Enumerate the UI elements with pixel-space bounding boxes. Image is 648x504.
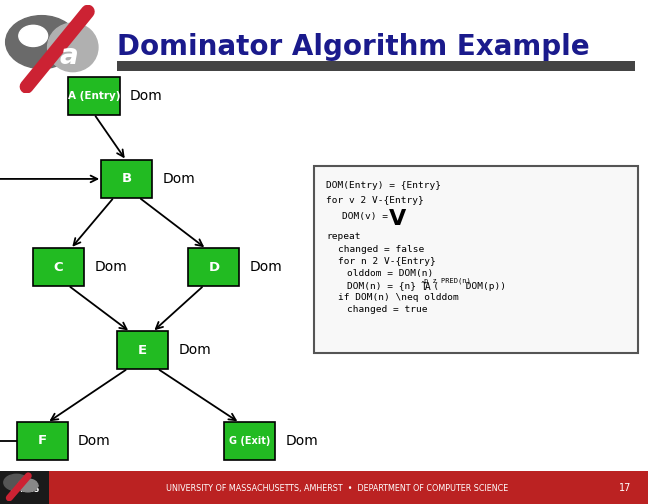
Text: A (Entry): A (Entry) xyxy=(67,91,121,101)
FancyArrowPatch shape xyxy=(9,476,29,498)
Text: DOM(p)): DOM(p)) xyxy=(460,282,506,291)
FancyBboxPatch shape xyxy=(32,248,84,286)
Text: G (Exit): G (Exit) xyxy=(229,436,270,446)
Text: Dom: Dom xyxy=(250,260,283,274)
Text: F: F xyxy=(38,434,47,448)
Text: for v 2 V-{Entry}: for v 2 V-{Entry} xyxy=(326,196,424,205)
Text: repeat: repeat xyxy=(326,232,360,241)
FancyBboxPatch shape xyxy=(189,248,240,286)
Text: changed = true: changed = true xyxy=(347,305,427,314)
Text: Dominator Algorithm Example: Dominator Algorithm Example xyxy=(117,33,590,61)
Text: olddom = DOM(n): olddom = DOM(n) xyxy=(347,269,433,278)
Text: UNIVERSITY OF MASSACHUSETTS, AMHERST  •  DEPARTMENT OF COMPUTER SCIENCE: UNIVERSITY OF MASSACHUSETTS, AMHERST • D… xyxy=(166,484,508,493)
Text: if DOM(n) \neq olddom: if DOM(n) \neq olddom xyxy=(338,293,458,302)
Text: E: E xyxy=(138,344,147,357)
FancyBboxPatch shape xyxy=(314,166,638,353)
Text: Dom: Dom xyxy=(178,343,211,357)
Text: Dom: Dom xyxy=(78,434,111,448)
Text: DOM(n) = {n} [ (: DOM(n) = {n} [ ( xyxy=(347,281,439,290)
Text: Dom: Dom xyxy=(162,172,195,186)
Text: V: V xyxy=(389,210,406,229)
Text: Dom: Dom xyxy=(130,89,163,103)
Circle shape xyxy=(6,16,78,69)
Text: UMASS: UMASS xyxy=(9,485,39,494)
Text: DOM(Entry) = {Entry}: DOM(Entry) = {Entry} xyxy=(326,181,441,191)
Text: ̂A: ̂A xyxy=(420,282,432,292)
Text: changed = false: changed = false xyxy=(338,245,424,254)
FancyBboxPatch shape xyxy=(17,422,68,460)
Text: B: B xyxy=(121,172,132,185)
Text: D: D xyxy=(208,261,220,274)
Circle shape xyxy=(4,474,29,491)
Bar xyxy=(0,471,648,504)
Text: a: a xyxy=(60,42,78,70)
Circle shape xyxy=(19,25,47,46)
FancyBboxPatch shape xyxy=(68,77,119,115)
Text: for n 2 V-{Entry}: for n 2 V-{Entry} xyxy=(338,257,435,266)
Bar xyxy=(117,61,635,71)
FancyBboxPatch shape xyxy=(100,160,152,198)
FancyBboxPatch shape xyxy=(117,331,168,369)
Text: p z PRED(n): p z PRED(n) xyxy=(424,277,471,284)
FancyArrowPatch shape xyxy=(27,12,87,87)
Circle shape xyxy=(18,479,38,492)
Text: 17: 17 xyxy=(619,483,632,493)
Ellipse shape xyxy=(47,23,98,72)
Text: Dom: Dom xyxy=(285,434,318,448)
FancyBboxPatch shape xyxy=(224,422,275,460)
Text: Dom: Dom xyxy=(95,260,127,274)
Text: DOM(v) =: DOM(v) = xyxy=(342,213,394,221)
Text: C: C xyxy=(54,261,63,274)
Bar xyxy=(0,471,49,504)
